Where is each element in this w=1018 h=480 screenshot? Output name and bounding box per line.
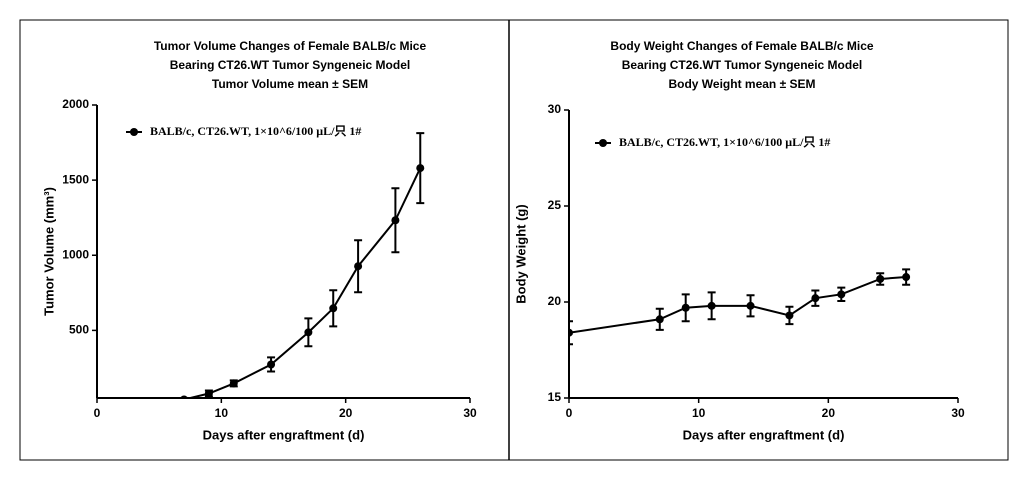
data-point [837,290,846,299]
y-axis-label: Body Weight (g) [513,204,528,303]
data-point [229,379,238,388]
y-tick-label: 15 [548,390,562,404]
y-tick-label: 1000 [62,247,89,261]
chart-title: Bearing CT26.WT Tumor Syngeneic Model [622,58,862,72]
chart-title: Bearing CT26.WT Tumor Syngeneic Model [170,58,410,72]
data-point [354,262,363,271]
data-point [569,328,573,337]
plot-area [180,132,425,398]
legend-marker [599,139,607,147]
data-point [681,303,690,312]
data-point [746,301,755,310]
y-tick-label: 1500 [62,172,89,186]
legend-label: BALB/c, CT26.WT, 1×10^6/100 μL/只 1# [619,135,830,149]
data-point [416,164,425,173]
data-point [180,395,188,398]
x-tick-label: 20 [822,406,836,420]
data-point [902,273,911,282]
y-tick-label: 30 [548,102,562,116]
data-point [267,360,276,369]
data-point [811,294,820,303]
series-line [185,167,422,398]
x-tick-label: 30 [463,406,477,420]
legend-label: BALB/c, CT26.WT, 1×10^6/100 μL/只 1# [150,124,361,138]
data-point [785,311,794,320]
x-tick-label: 30 [951,406,965,420]
data-point [707,301,716,310]
frame [19,19,1009,461]
chart-title: Tumor Volume Changes of Female BALB/c Mi… [154,39,427,53]
x-tick-label: 0 [566,406,573,420]
data-point [329,304,338,313]
y-axis-label: Tumor Volume (mm³) [41,187,56,316]
x-axis-label: Days after engraftment (d) [203,427,365,442]
error-bar [569,320,573,346]
data-point [391,216,400,225]
x-tick-label: 10 [692,406,706,420]
x-tick-label: 10 [215,406,229,420]
series-line [569,276,907,334]
legend-marker [130,128,138,136]
data-point [655,315,664,324]
x-tick-label: 0 [94,406,101,420]
y-tick-label: 500 [69,323,89,337]
data-point [204,389,213,398]
chart-title: Tumor Volume mean ± SEM [212,77,368,91]
x-axis-label: Days after engraftment (d) [683,427,845,442]
data-point [876,274,885,283]
y-tick-label: 20 [548,294,562,308]
chart-title: Body Weight Changes of Female BALB/c Mic… [610,39,873,53]
chart-title: Body Weight mean ± SEM [668,77,815,91]
y-tick-label: 2000 [62,97,89,111]
x-tick-label: 20 [339,406,353,420]
data-point [304,328,313,337]
plot-area [569,268,911,346]
y-tick-label: 25 [548,198,562,212]
